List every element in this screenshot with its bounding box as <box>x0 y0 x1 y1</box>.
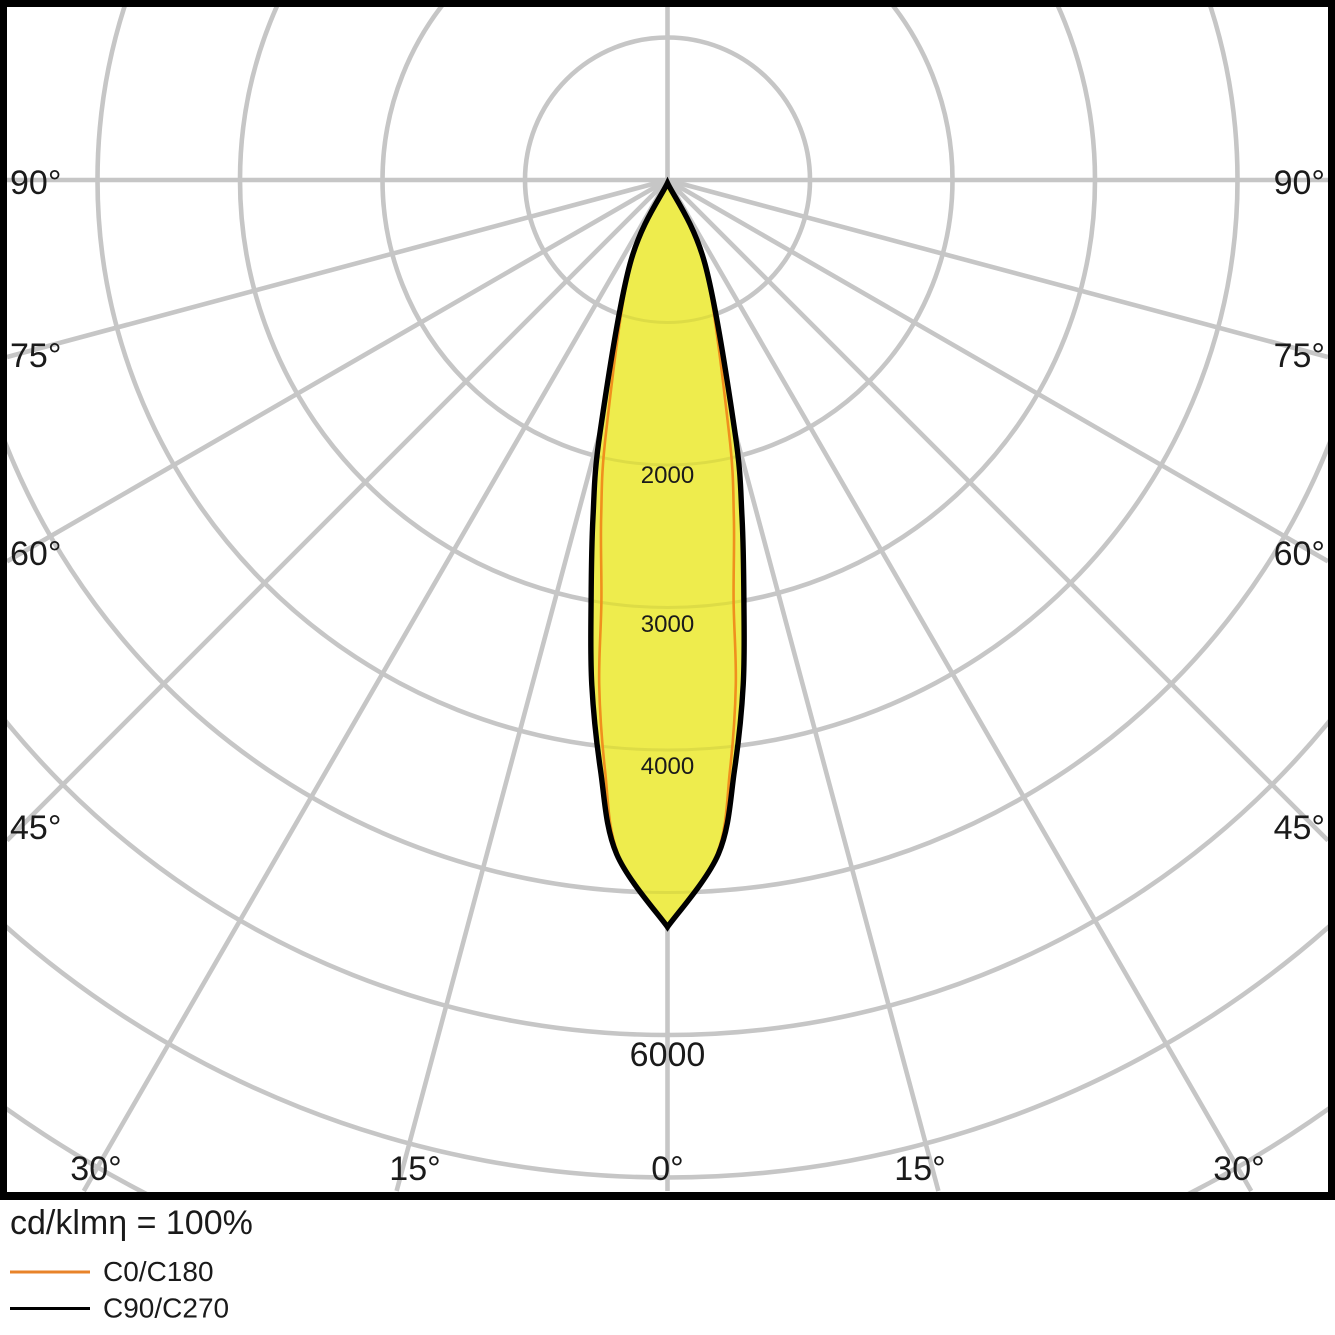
svg-text:cd/klmη = 100%: cd/klmη = 100% <box>10 1204 253 1242</box>
svg-text:C90/C270: C90/C270 <box>103 1293 229 1324</box>
svg-text:15°: 15° <box>389 1150 440 1188</box>
svg-text:60°: 60° <box>1274 535 1325 573</box>
svg-text:6000: 6000 <box>630 1036 706 1074</box>
svg-text:75°: 75° <box>1274 337 1325 375</box>
svg-text:90°: 90° <box>1274 164 1325 202</box>
svg-text:4000: 4000 <box>641 753 694 780</box>
svg-text:30°: 30° <box>1213 1150 1264 1188</box>
svg-text:15°: 15° <box>894 1150 945 1188</box>
svg-text:45°: 45° <box>1274 809 1325 847</box>
svg-text:C0/C180: C0/C180 <box>103 1256 214 1287</box>
svg-text:2000: 2000 <box>641 462 694 489</box>
svg-text:45°: 45° <box>10 809 61 847</box>
svg-text:60°: 60° <box>10 535 61 573</box>
svg-text:0°: 0° <box>651 1150 684 1188</box>
svg-text:3000: 3000 <box>641 611 694 638</box>
svg-text:90°: 90° <box>10 164 61 202</box>
svg-text:75°: 75° <box>10 337 61 375</box>
svg-text:30°: 30° <box>70 1150 121 1188</box>
